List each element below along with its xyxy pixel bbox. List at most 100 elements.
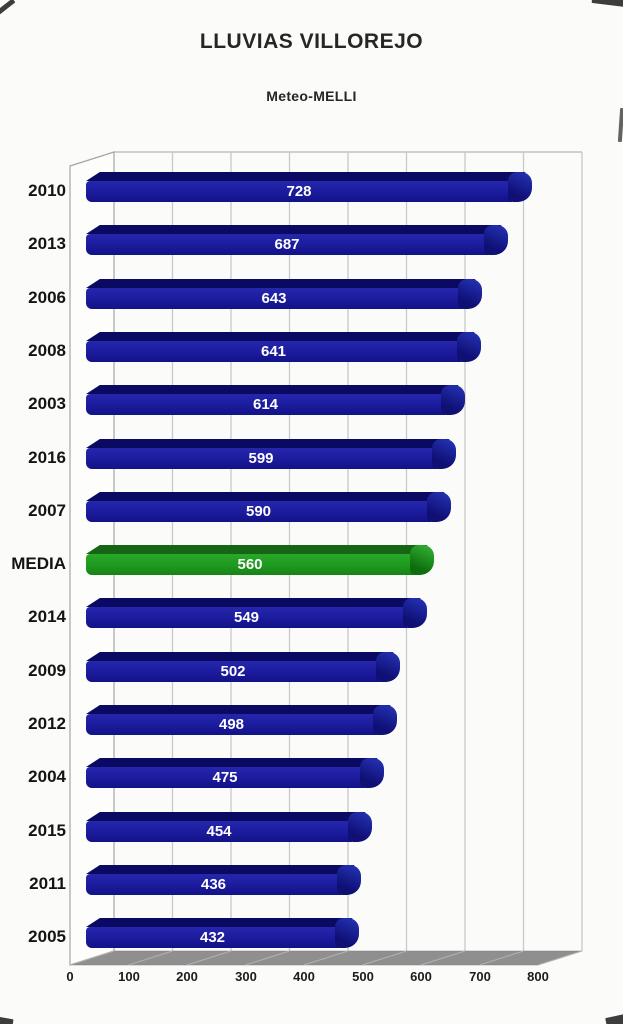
floor-streak-300 [245,950,290,966]
bar-end-cap [410,545,434,575]
chart-subtitle: Meteo-MELLI [266,88,357,104]
bar-front-face [86,181,512,202]
floor-streak-700 [479,950,524,966]
bar-end-cap [432,439,456,469]
bar-media-highlight: 560 [86,545,434,575]
floor-streak-400 [303,950,349,966]
bar-top-face [86,385,459,394]
category-label-2009: 2009 [28,661,66,680]
bar-end-cap [337,865,361,895]
category-label-2010: 2010 [28,181,66,200]
category-label-2013: 2013 [28,234,66,253]
bar-value-label: 502 [220,663,246,680]
bar-end-cap [403,598,427,628]
category-label-2006: 2006 [28,288,66,307]
bar-top-face [86,439,450,448]
x-axis-tick-700: 700 [469,969,491,984]
bar-top-face [86,918,353,927]
bar-2005: 432 [86,918,359,948]
bar-value-label: 687 [274,236,300,253]
bar-end-cap [484,225,508,255]
bar-2016: 599 [86,439,456,469]
bar-2010: 728 [86,172,532,202]
bar-front-face [86,767,364,788]
bar-2012: 498 [86,705,397,735]
category-label-2012: 2012 [28,714,66,733]
floor-streak-0 [69,950,115,966]
bar-value-label: 549 [233,609,260,626]
bar-top-face [86,332,475,341]
bar-top-face [86,545,428,554]
category-label-2004: 2004 [28,767,66,786]
bar-front-face [86,714,377,735]
bar-value-label: 454 [206,823,232,840]
bar-top-face [86,492,445,501]
bar-front-face [86,448,436,469]
bar-end-cap [335,918,359,948]
chart-title: LLUVIAS VILLOREJO [199,30,424,53]
category-label-media: MEDIA [11,554,66,573]
x-axis-tick-0: 0 [66,969,74,984]
bar-value-label: 614 [252,396,279,413]
bar-front-face [86,661,380,682]
x-axis-tick-600: 600 [410,969,432,984]
x-axis-tick-800: 800 [527,969,549,984]
bar-front-face [86,341,461,362]
bar-2013: 687 [86,225,508,255]
bar-value-label: 590 [245,503,272,520]
bar-top-face [86,225,502,234]
bar-front-face [86,394,445,415]
bar-top-face [86,812,366,821]
category-label-2005: 2005 [28,927,66,946]
bar-end-cap [457,332,481,362]
bar-end-cap [348,812,372,842]
bar-2015: 454 [86,812,372,842]
bar-front-face [86,554,414,575]
category-label-2015: 2015 [28,821,66,840]
category-label-2008: 2008 [28,341,66,360]
category-label-2007: 2007 [28,501,66,520]
bar-value-label: 728 [286,183,312,200]
x-axis-tick-400: 400 [293,969,315,984]
floor-streak-800 [537,950,583,966]
bar-value-label: 498 [218,716,245,733]
bar-value-label: 599 [248,450,274,467]
bar-2003: 614 [86,385,465,415]
category-label-2003: 2003 [28,394,66,413]
bar-value-label: 432 [199,929,226,946]
bar-2006: 643 [86,279,482,309]
bar-front-face [86,288,462,309]
bar-front-face [86,501,431,522]
x-axis-tick-500: 500 [352,969,374,984]
bar-top-face [86,705,391,714]
bar-front-face [86,927,339,948]
bar-value-label: 641 [260,343,287,360]
bar-end-cap [441,385,465,415]
bar-2011: 436 [86,865,361,895]
bar-value-label: 560 [237,556,263,573]
bar-2008: 641 [86,332,481,362]
bar-top-face [86,865,355,874]
floor-streak-500 [362,950,407,966]
bar-2007: 590 [86,492,451,522]
bar-end-cap [360,758,384,788]
floor-streak-600 [420,950,466,966]
bar-front-face [86,607,407,628]
bar-end-cap [373,705,397,735]
bar-end-cap [427,492,451,522]
bar-top-face [86,652,394,661]
bar-front-face [86,821,352,842]
bar-end-cap [458,279,482,309]
floor-streak-200 [186,950,232,966]
bar-top-face [86,279,476,288]
bar-top-face [86,758,378,767]
bar-front-face [86,234,488,255]
bar-end-cap [376,652,400,682]
floor-streak-100 [128,950,173,966]
bar-front-face [86,874,341,895]
category-label-2014: 2014 [28,607,66,626]
bar-top-face [86,172,526,181]
bar-value-label: 643 [261,290,287,307]
